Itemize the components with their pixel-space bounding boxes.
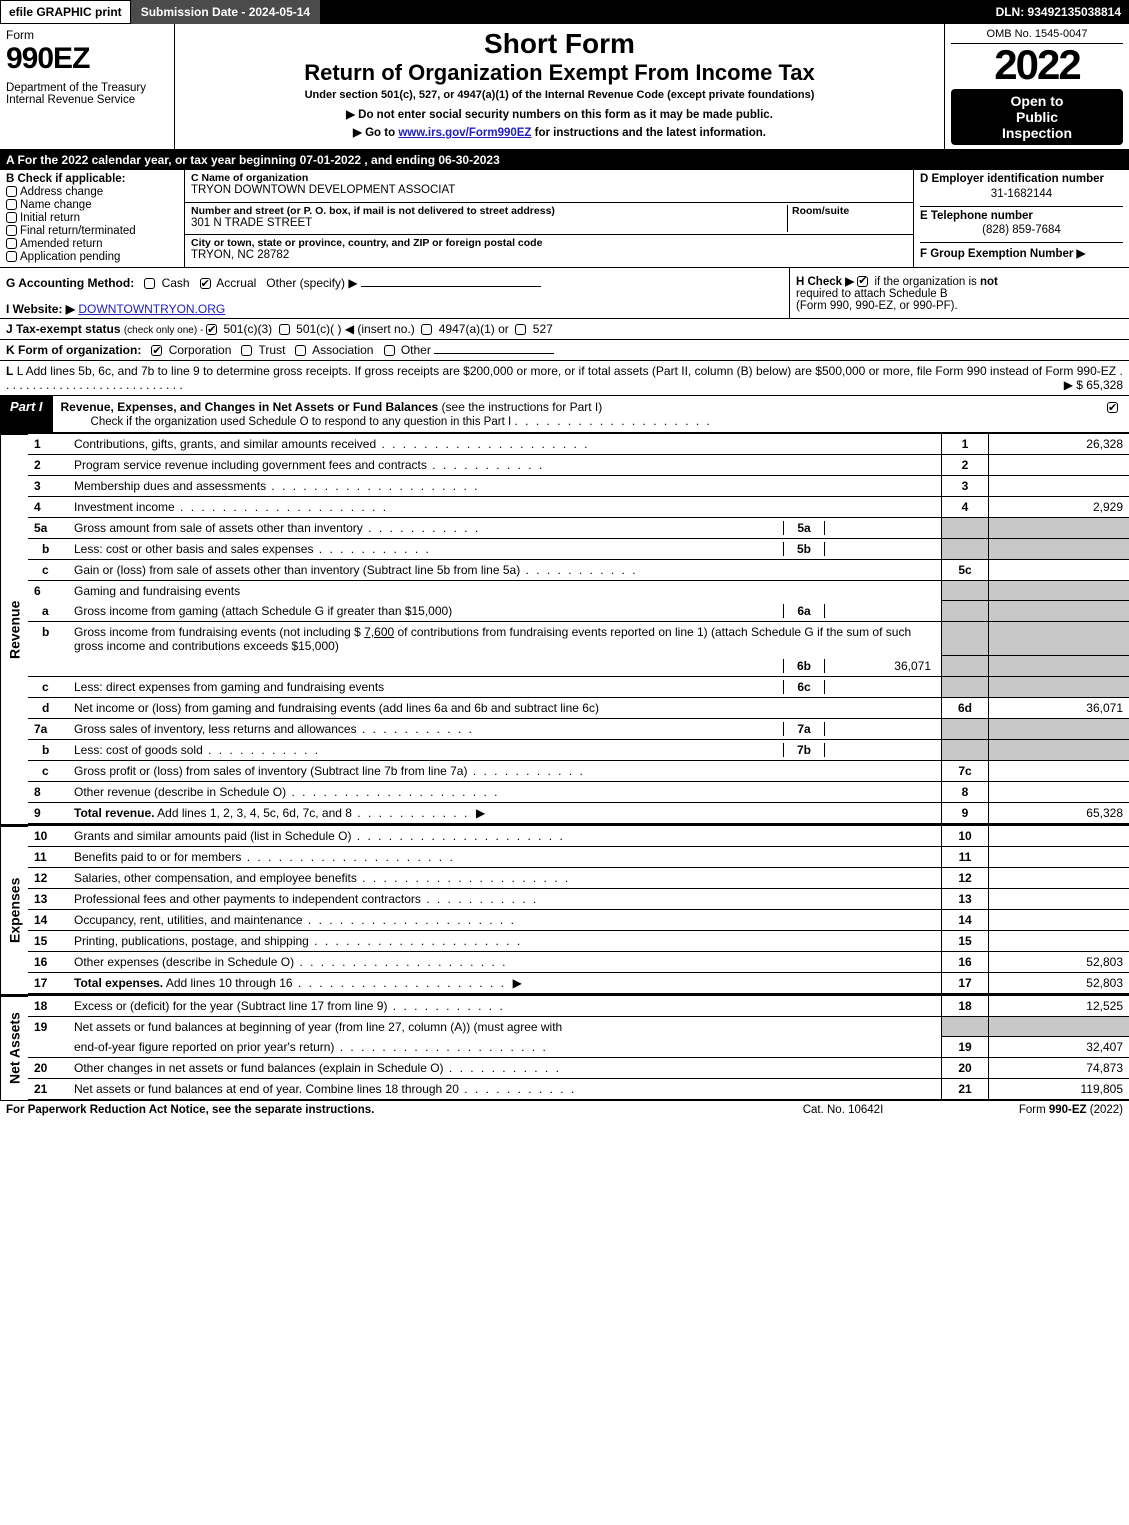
irs-link[interactable]: www.irs.gov/Form990EZ: [398, 127, 531, 139]
irs-label: Internal Revenue Service: [6, 94, 168, 106]
goto-line: ▶ Go to www.irs.gov/Form990EZ for instru…: [181, 125, 938, 139]
cb-accrual[interactable]: [200, 278, 211, 289]
cb-501c3[interactable]: [206, 324, 217, 335]
efile-print-button[interactable]: efile GRAPHIC print: [0, 0, 131, 24]
tax-year: 2022: [951, 44, 1123, 86]
side-expenses: Expenses: [0, 826, 28, 994]
cb-schedule-o[interactable]: [1107, 402, 1118, 413]
cb-association[interactable]: [295, 345, 306, 356]
row-i-label: I Website: ▶: [6, 302, 75, 316]
row-h: H Check ▶ if the organization is not req…: [789, 268, 1129, 318]
row-l: L L Add lines 5b, 6c, and 7b to line 9 t…: [0, 361, 1129, 395]
ssn-warning: ▶ Do not enter social security numbers o…: [181, 107, 938, 121]
part1-tag: Part I: [0, 395, 53, 432]
top-bar: efile GRAPHIC print Submission Date - 20…: [0, 0, 1129, 24]
city-value: TRYON, NC 28782: [191, 249, 907, 261]
cb-schedule-b[interactable]: [857, 276, 868, 287]
cb-4947[interactable]: [421, 324, 432, 335]
form-ref: Form 990-EZ (2022): [943, 1104, 1123, 1116]
part1-title: Revenue, Expenses, and Changes in Net As…: [61, 400, 442, 414]
dln: DLN: 93492135038814: [988, 0, 1129, 24]
cb-cash[interactable]: [144, 278, 155, 289]
cb-527[interactable]: [515, 324, 526, 335]
room-label: Room/suite: [792, 205, 907, 217]
submission-date: Submission Date - 2024-05-14: [131, 0, 320, 24]
addr-value: 301 N TRADE STREET: [191, 217, 787, 229]
table-expenses: Expenses 10Grants and similar amounts pa…: [0, 824, 1129, 994]
form-number: 990EZ: [6, 42, 168, 76]
cb-501c[interactable]: [279, 324, 290, 335]
cat-no: Cat. No. 10642I: [743, 1104, 943, 1116]
open-to-public: Open to Public Inspection: [951, 89, 1123, 145]
side-netassets: Net Assets: [0, 996, 28, 1100]
box-b-header: B Check if applicable:: [6, 173, 178, 185]
row-a-period: A For the 2022 calendar year, or tax yea…: [0, 150, 1129, 170]
dept-treasury: Department of the Treasury: [6, 82, 168, 94]
row-j: J Tax-exempt status (check only one) - 5…: [0, 319, 1129, 340]
cb-name-change[interactable]: Name change: [6, 199, 178, 211]
row-g: G Accounting Method: Cash Accrual Other …: [0, 268, 789, 318]
cb-final-return[interactable]: Final return/terminated: [6, 225, 178, 237]
cb-application-pending[interactable]: Application pending: [6, 251, 178, 263]
short-form-title: Short Form: [181, 28, 938, 60]
paperwork-notice: For Paperwork Reduction Act Notice, see …: [6, 1104, 743, 1116]
cb-other-org[interactable]: [384, 345, 395, 356]
cb-corporation[interactable]: [151, 345, 162, 356]
box-e-label: E Telephone number: [920, 206, 1123, 222]
under-section: Under section 501(c), 527, or 4947(a)(1)…: [181, 89, 938, 101]
part1-sub: Check if the organization used Schedule …: [91, 416, 512, 428]
part1-header: Part I Revenue, Expenses, and Changes in…: [0, 395, 1129, 433]
footer: For Paperwork Reduction Act Notice, see …: [0, 1100, 1129, 1119]
form-label: Form: [6, 28, 168, 42]
telephone: (828) 859-7684: [920, 224, 1123, 236]
return-title: Return of Organization Exempt From Incom…: [181, 60, 938, 86]
block-bcdef: B Check if applicable: Address change Na…: [0, 170, 1129, 268]
table-netassets: Net Assets 18Excess or (deficit) for the…: [0, 994, 1129, 1100]
ein: 31-1682144: [920, 188, 1123, 200]
website-link[interactable]: DOWNTOWNTRYON.ORG: [78, 302, 225, 316]
cb-amended-return[interactable]: Amended return: [6, 238, 178, 250]
addr-label: Number and street (or P. O. box, if mail…: [191, 205, 787, 217]
cb-address-change[interactable]: Address change: [6, 186, 178, 198]
box-d-label: D Employer identification number: [920, 173, 1123, 185]
city-label: City or town, state or province, country…: [191, 237, 907, 249]
org-name: TRYON DOWNTOWN DEVELOPMENT ASSOCIAT: [191, 184, 907, 196]
box-f-label: F Group Exemption Number ▶: [920, 242, 1123, 260]
cb-trust[interactable]: [241, 345, 252, 356]
table-revenue: Revenue 1Contributions, gifts, grants, a…: [0, 433, 1129, 824]
cb-initial-return[interactable]: Initial return: [6, 212, 178, 224]
row-k: K Form of organization: Corporation Trus…: [0, 340, 1129, 361]
box-c-name-label: C Name of organization: [191, 172, 907, 184]
side-revenue: Revenue: [0, 434, 28, 824]
form-header: Form 990EZ Department of the Treasury In…: [0, 24, 1129, 150]
